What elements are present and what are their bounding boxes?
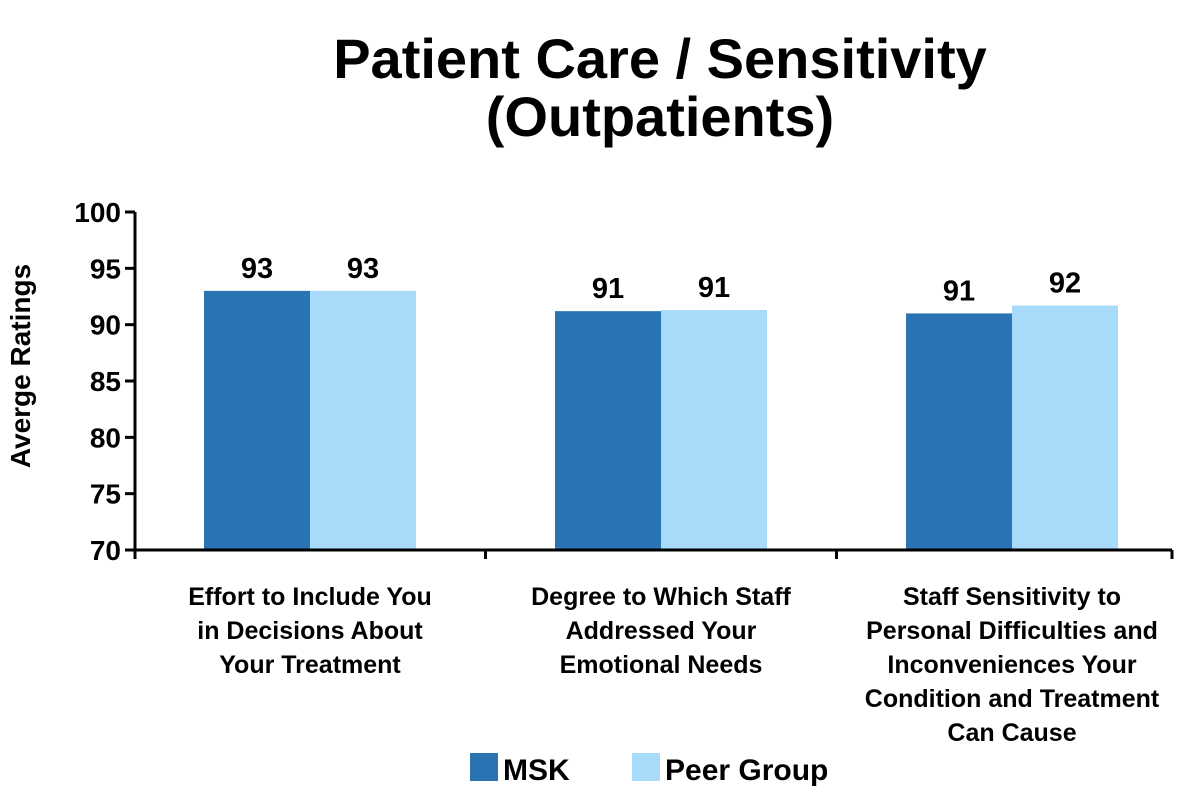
data-label: 92	[1049, 268, 1081, 300]
x-tick-label-line: Emotional Needs	[560, 651, 763, 679]
legend-swatch	[470, 753, 498, 781]
x-tick-label-line: Personal Difficulties and	[866, 617, 1158, 645]
x-tick-label-line: Can Cause	[947, 719, 1076, 747]
legend-label: Peer Group	[665, 754, 828, 787]
bars	[204, 290, 1118, 550]
chart-title: Patient Care / Sensitivity(Outpatients)	[333, 27, 987, 148]
bar-msk	[204, 290, 310, 550]
y-axis-label: Averge Ratings	[5, 264, 36, 468]
x-tick-label-line: Staff Sensitivity to	[903, 583, 1121, 611]
legend-swatch	[632, 753, 660, 781]
data-labels: 93 93 91 91 91 92	[241, 253, 1081, 308]
data-label: 93	[347, 253, 379, 285]
x-tick-label-line: Your Treatment	[219, 651, 401, 679]
x-tick-label-line: Degree to Which Staff	[531, 583, 791, 611]
y-tick-label: 70	[90, 535, 121, 566]
legend: MSK Peer Group	[470, 753, 828, 787]
y-axis-title: Averge Ratings	[5, 264, 36, 468]
y-tick-label: 95	[90, 253, 121, 284]
y-tick-label: 75	[90, 479, 121, 510]
bar-peer-group	[661, 310, 767, 550]
legend-label: MSK	[503, 754, 570, 787]
data-label: 91	[943, 275, 975, 307]
x-tick-label-line: in Decisions About	[197, 617, 423, 645]
y-tick-label: 85	[90, 366, 121, 397]
bar-peer-group	[310, 290, 416, 550]
bar-peer-group	[1012, 305, 1118, 550]
category-labels: Effort to Include You in Decisions About Y…	[188, 583, 1160, 747]
data-label: 91	[698, 272, 730, 304]
chart-title-line: Patient Care / Sensitivity	[333, 27, 987, 90]
y-tick-label: 100	[74, 197, 121, 228]
x-tick-label: Effort to Include You in Decisions About Y…	[188, 583, 432, 679]
data-label: 91	[592, 273, 624, 305]
chart-title-line: (Outpatients)	[486, 85, 834, 148]
bar-msk	[555, 311, 661, 550]
x-tick-label-line: Addressed Your	[566, 617, 757, 645]
y-axis: 70 75 80 85 90 95 100	[74, 197, 137, 566]
x-tick-label: Degree to Which Staff Addressed Your Emoti…	[531, 583, 791, 679]
y-tick-label: 80	[90, 422, 121, 453]
x-tick-label: Staff Sensitivity to Personal Difficultie…	[865, 583, 1160, 747]
x-axis	[133, 548, 1174, 559]
x-tick-label-line: Effort to Include You	[188, 583, 432, 611]
x-tick-label-line: Inconveniences Your	[887, 651, 1136, 679]
y-tick-label: 90	[90, 310, 121, 341]
data-label: 93	[241, 253, 273, 285]
x-tick-label-line: Condition and Treatment	[865, 685, 1160, 713]
bar-msk	[906, 313, 1012, 550]
